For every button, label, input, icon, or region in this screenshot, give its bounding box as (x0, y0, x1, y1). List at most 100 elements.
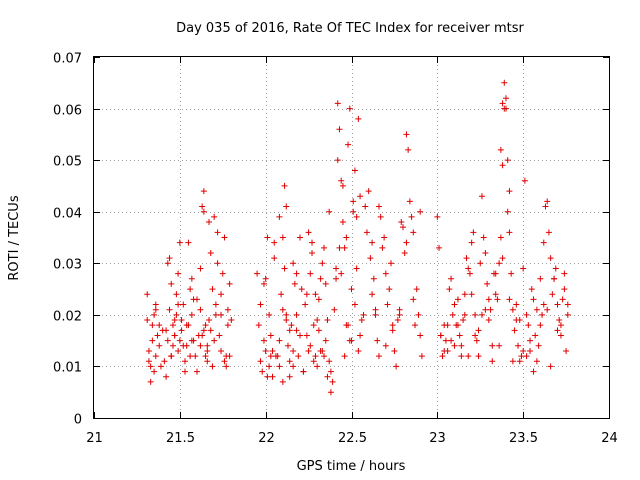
data-point (216, 332, 223, 339)
data-point (351, 301, 358, 308)
data-point (401, 249, 408, 256)
data-point (448, 337, 455, 344)
data-point (298, 286, 305, 293)
data-point (180, 342, 187, 349)
data-point (379, 244, 386, 251)
data-point (209, 363, 216, 370)
data-point (254, 270, 261, 277)
data-points (144, 79, 571, 396)
data-point (223, 363, 230, 370)
data-point (466, 270, 473, 277)
data-point (221, 234, 228, 241)
data-point (290, 363, 297, 370)
data-point (387, 260, 394, 267)
data-point (437, 332, 444, 339)
data-point (436, 244, 443, 251)
data-point (309, 239, 316, 246)
data-point (147, 363, 154, 370)
data-point (161, 358, 168, 365)
data-point (156, 342, 163, 349)
data-point (442, 337, 449, 344)
data-point (533, 306, 540, 313)
data-point (454, 296, 461, 303)
data-point (564, 301, 571, 308)
data-point (552, 265, 559, 272)
data-point (532, 332, 539, 339)
data-point (403, 131, 410, 138)
data-point (144, 291, 151, 298)
data-point (197, 342, 204, 349)
data-point (559, 296, 566, 303)
data-point (154, 332, 161, 339)
data-point (549, 291, 556, 298)
data-point (151, 368, 158, 375)
data-point (372, 306, 379, 313)
data-point (367, 255, 374, 262)
data-point (341, 353, 348, 360)
data-point (175, 347, 182, 354)
data-point (521, 177, 528, 184)
data-point (375, 353, 382, 360)
data-point (338, 270, 345, 277)
data-point (163, 373, 170, 380)
y-tick-label: 0.06 (53, 104, 82, 119)
data-point (312, 291, 319, 298)
data-point (200, 208, 207, 215)
data-point (206, 317, 213, 324)
data-point (202, 322, 209, 329)
data-point (159, 327, 166, 334)
data-point (515, 342, 522, 349)
data-point (343, 234, 350, 241)
data-point (331, 306, 338, 313)
data-point (506, 188, 513, 195)
data-point (358, 317, 365, 324)
data-point (173, 291, 180, 298)
data-point (187, 286, 194, 293)
data-point (475, 353, 482, 360)
data-point (413, 286, 420, 293)
data-point (185, 239, 192, 246)
data-point (400, 224, 406, 231)
data-point (288, 322, 295, 329)
data-point (554, 301, 561, 308)
data-point (382, 342, 389, 349)
data-point (333, 275, 340, 282)
x-tick-label: 21 (86, 431, 103, 446)
data-point (351, 167, 358, 174)
data-point (496, 342, 503, 349)
data-point (188, 311, 195, 318)
data-point (393, 363, 400, 370)
data-point (353, 213, 360, 220)
data-point (501, 79, 508, 86)
data-point (339, 219, 346, 226)
data-point (327, 368, 334, 375)
data-point (309, 249, 316, 256)
data-point (539, 311, 546, 318)
data-point (561, 286, 568, 293)
data-point (396, 306, 403, 313)
data-point (406, 198, 413, 205)
data-point (470, 229, 477, 236)
data-point (200, 188, 207, 195)
data-point (290, 260, 297, 267)
data-point (181, 358, 188, 365)
data-point (405, 146, 412, 153)
data-point (348, 337, 355, 344)
data-point (369, 239, 376, 246)
data-point (171, 332, 178, 339)
grid-lines (94, 57, 609, 418)
data-point (516, 317, 523, 324)
x-tick-label: 24 (601, 431, 618, 446)
data-point (449, 311, 456, 318)
data-point (257, 301, 264, 308)
data-point (290, 347, 297, 354)
data-point (327, 389, 334, 396)
data-point (218, 311, 225, 318)
data-point (360, 311, 367, 318)
data-point (149, 337, 156, 344)
data-point (451, 301, 458, 308)
data-point (283, 311, 290, 318)
data-point (484, 280, 491, 287)
data-point (204, 358, 211, 365)
